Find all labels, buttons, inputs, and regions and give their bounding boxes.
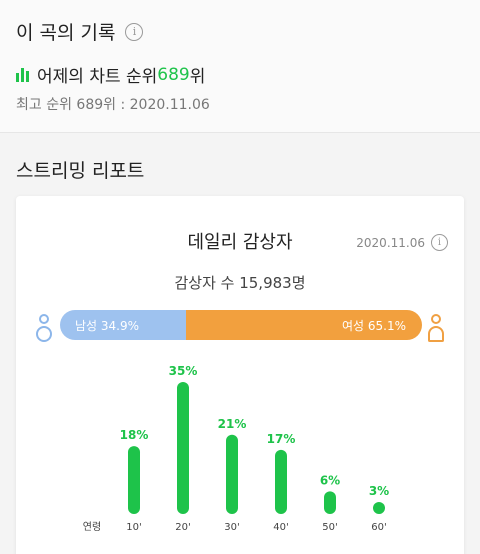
age-bar [226,434,238,514]
age-bar-value-label: 18% [120,428,149,442]
age-tick-label: 60' [371,522,386,533]
age-bar [275,449,287,514]
bar-chart-icon [16,67,29,82]
female-person-icon [426,313,446,343]
streaming-report-title: 스트리밍 리포트 [16,160,145,182]
best-rank: 최고 순위 689위 : 2020.11.06 [16,97,210,113]
chart-rank-value: 689 [157,64,190,85]
age-distribution-chart: 연령 18% 10' 35% 20' 21% 30' 17% 40' 6% 50' 3% 60' [83,364,389,533]
age-tick-label: 40' [273,522,288,533]
age-bar-value-label: 21% [218,417,247,431]
female-share-segment: 여성 65.1% [186,310,422,340]
x-axis-label: 연령 [83,521,101,533]
age-bar-value-label: 3% [369,484,389,498]
age-tick-label: 30' [224,522,239,533]
gender-ratio-bar: 남성 34.9% 여성 65.1% [60,310,422,340]
male-share-segment: 남성 34.9% [60,310,187,340]
yesterday-chart-rank: 어제의 차트 순위 689 위 [16,62,205,87]
song-record-title-text: 이 곡의 기록 [16,22,116,44]
info-icon[interactable]: i [431,234,448,251]
age-tick-label: 20' [175,522,190,533]
card-title: 데일리 감상자 [187,232,293,253]
male-person-icon [34,313,54,343]
card-date-text: 2020.11.06 [356,235,425,250]
female-share-label: 여성 65.1% [341,318,406,333]
age-bar [373,502,385,514]
age-bar [324,491,336,514]
chart-rank-suffix: 위 [189,67,206,87]
age-tick-label: 10' [126,522,141,533]
age-bar [128,446,140,514]
song-record-section: 이 곡의 기록 i 어제의 차트 순위 689 위 최고 순위 689위 : 2… [0,0,480,133]
daily-listeners-card: 데일리 감상자 2020.11.06 i 감상자 수 15,983명 남성 34… [16,196,464,554]
male-share-label: 남성 34.9% [75,318,140,333]
age-bar-value-label: 35% [169,364,198,378]
age-bar-value-label: 17% [267,432,296,446]
listener-count: 감상자 수 15,983명 [174,274,306,292]
card-date: 2020.11.06 i [356,234,448,251]
age-bar [177,382,189,514]
chart-rank-prefix: 어제의 차트 순위 [37,67,158,87]
info-icon[interactable]: i [125,22,144,41]
age-tick-label: 50' [322,522,337,533]
song-record-title: 이 곡의 기록 i [16,18,144,45]
age-bar-value-label: 6% [320,473,340,487]
